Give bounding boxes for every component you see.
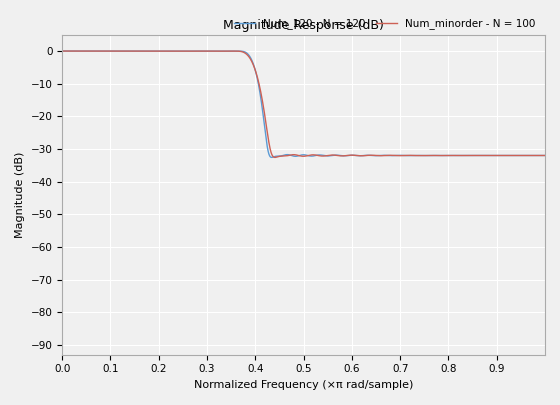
Title: Magnitude Response (dB): Magnitude Response (dB) — [223, 19, 384, 32]
Num_120 - N = 120 — [528, 153, 535, 158]
Num_120 - N = 120 — [542, 153, 548, 158]
Num_minorder - N = 100 — [528, 153, 535, 158]
Line: Num_minorder - N = 100: Num_minorder - N = 100 — [62, 51, 545, 158]
Num_120 - N = 120 — [294, 153, 301, 158]
Legend: Num_120 - N = 120, Num_minorder - N = 100: Num_120 - N = 120, Num_minorder - N = 10… — [230, 14, 540, 34]
X-axis label: Normalized Frequency (×π rad/sample): Normalized Frequency (×π rad/sample) — [194, 380, 413, 390]
Num_minorder - N = 100 — [281, 153, 288, 158]
Num_120 - N = 120 — [440, 153, 446, 158]
Num_120 - N = 120 — [67, 49, 73, 53]
Num_minorder - N = 100 — [68, 49, 75, 53]
Line: Num_120 - N = 120: Num_120 - N = 120 — [62, 51, 545, 158]
Num_120 - N = 120 — [268, 155, 275, 160]
Num_minorder - N = 100 — [294, 153, 301, 158]
Y-axis label: Magnitude (dB): Magnitude (dB) — [15, 151, 25, 238]
Num_minorder - N = 100 — [59, 49, 66, 53]
Num_minorder - N = 100 — [528, 153, 535, 158]
Num_minorder - N = 100 — [272, 155, 278, 160]
Num_120 - N = 120 — [59, 49, 66, 53]
Num_120 - N = 120 — [83, 49, 90, 53]
Num_minorder - N = 100 — [542, 153, 548, 158]
Num_minorder - N = 100 — [83, 49, 90, 53]
Num_120 - N = 120 — [528, 153, 535, 158]
Num_120 - N = 120 — [281, 153, 288, 158]
Num_minorder - N = 100 — [440, 153, 446, 158]
